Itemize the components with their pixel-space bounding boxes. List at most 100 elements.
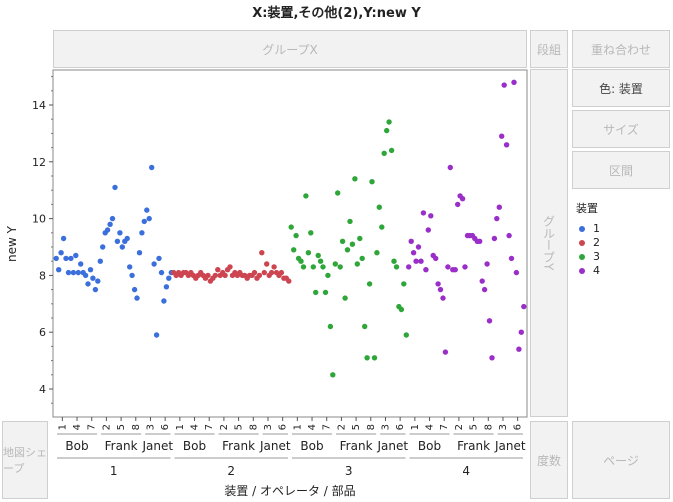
scatter-point — [415, 244, 422, 250]
scatter-point — [75, 269, 82, 276]
interval-zone[interactable]: 区間 — [572, 151, 670, 189]
scatter-point — [381, 150, 387, 156]
x-operator-label: Janet — [142, 439, 174, 453]
scatter-point — [313, 289, 319, 296]
x-part-label: 1 — [57, 424, 68, 430]
color-zone[interactable]: 色: 装置 — [572, 69, 670, 107]
x-part-label: 2 — [454, 424, 465, 430]
x-part-label: 1 — [410, 424, 421, 430]
scatter-point — [459, 196, 466, 202]
scatter-point — [146, 215, 152, 222]
x-operator-label: Frank — [457, 439, 490, 453]
scatter-point — [521, 303, 527, 310]
scatter-point — [339, 238, 346, 244]
plot-frame — [52, 69, 528, 418]
scatter-point — [92, 286, 99, 293]
scatter-point — [330, 372, 336, 378]
x-group-label: 2 — [227, 464, 235, 478]
scatter-point — [131, 286, 138, 293]
legend-item-1[interactable]: 1 — [579, 222, 600, 235]
scatter-point — [310, 264, 316, 270]
scatter-point — [222, 272, 228, 279]
scatter-point — [403, 332, 409, 338]
scatter-point — [347, 218, 353, 225]
x-part-label: 5 — [469, 424, 480, 430]
scatter-point — [166, 275, 172, 281]
scatter-point — [462, 264, 468, 270]
scatter-point — [420, 210, 427, 216]
scatter-point — [501, 82, 507, 88]
group-x-zone[interactable]: グループX — [53, 30, 527, 68]
x-part-label: 4 — [425, 424, 436, 430]
scatter-point — [491, 235, 498, 242]
scatter-point — [104, 227, 111, 233]
scatter-point — [327, 323, 334, 330]
scatter-point — [107, 221, 113, 227]
x-part-label: 8 — [248, 424, 259, 430]
x-part-label: 7 — [204, 424, 215, 430]
scatter-point — [506, 232, 512, 239]
scatter-point — [337, 264, 343, 270]
scatter-point — [484, 261, 490, 267]
scatter-point — [85, 281, 91, 287]
scatter-point — [119, 244, 126, 250]
scatter-point — [486, 318, 493, 324]
group-x-label: グループX — [262, 42, 318, 57]
scatter-point — [398, 306, 405, 313]
legend-item-2[interactable]: 2 — [579, 236, 600, 249]
scatter-point — [508, 255, 515, 262]
scatter-point — [288, 224, 294, 230]
x-part-label: 1 — [292, 424, 303, 430]
scatter-point — [97, 258, 104, 264]
x-part-label: 6 — [513, 424, 524, 430]
x-part-label: 6 — [395, 424, 406, 430]
x-operator-label: Bob — [183, 439, 206, 453]
x-operator-label: Bob — [65, 439, 88, 453]
page-zone[interactable]: ページ — [572, 421, 670, 499]
y-tick-label: 14 — [32, 99, 46, 112]
scatter-point — [325, 272, 331, 279]
y-tick-label: 12 — [32, 156, 46, 169]
x-part-label: 4 — [307, 424, 318, 430]
overlay-zone[interactable]: 重ね合わせ — [572, 30, 670, 68]
scatter-point — [374, 250, 380, 256]
y-tick-label: 4 — [39, 383, 46, 396]
map-shape-zone[interactable]: 地図シェープ — [2, 421, 48, 499]
scatter-point — [496, 204, 502, 210]
chart-title: X:装置,その他(2),Y:new Y — [252, 6, 421, 21]
wrap-label: 段組 — [536, 42, 561, 57]
y-tick-label: 6 — [39, 326, 46, 339]
scatter-point — [349, 241, 356, 247]
scatter-point — [516, 346, 522, 352]
legend-item-3[interactable]: 3 — [579, 250, 600, 263]
size-zone[interactable]: サイズ — [572, 110, 670, 148]
scatter-point — [332, 261, 338, 267]
scatter-point — [161, 298, 167, 304]
scatter-point — [264, 261, 270, 267]
scatter-point — [481, 286, 488, 293]
scatter-point — [477, 238, 483, 244]
scatter-point — [305, 250, 312, 256]
x-operator-label: Frank — [105, 439, 138, 453]
freq-zone[interactable]: 度数 — [530, 421, 568, 499]
wrap-zone[interactable]: 段組 — [530, 30, 568, 68]
scatter-point — [445, 264, 451, 270]
interval-label: 区間 — [608, 163, 633, 178]
scatter-point — [408, 238, 414, 244]
scatter-point — [87, 267, 94, 273]
group-y-zone[interactable]: グループY — [530, 69, 568, 417]
color-label: 色: 装置 — [599, 81, 643, 96]
scatter-point — [369, 179, 375, 185]
scatter-point — [386, 119, 392, 125]
scatter-point — [114, 238, 121, 244]
scatter-point — [271, 264, 277, 270]
scatter-point — [494, 215, 500, 222]
group-y-label: グループY — [541, 215, 556, 271]
legend-item-4[interactable]: 4 — [579, 264, 600, 277]
scatter-point — [406, 264, 412, 270]
scatter-point — [278, 269, 285, 276]
legend-marker-1 — [579, 225, 585, 232]
scatter-point — [410, 250, 417, 256]
legend-label-2: 2 — [593, 236, 600, 249]
